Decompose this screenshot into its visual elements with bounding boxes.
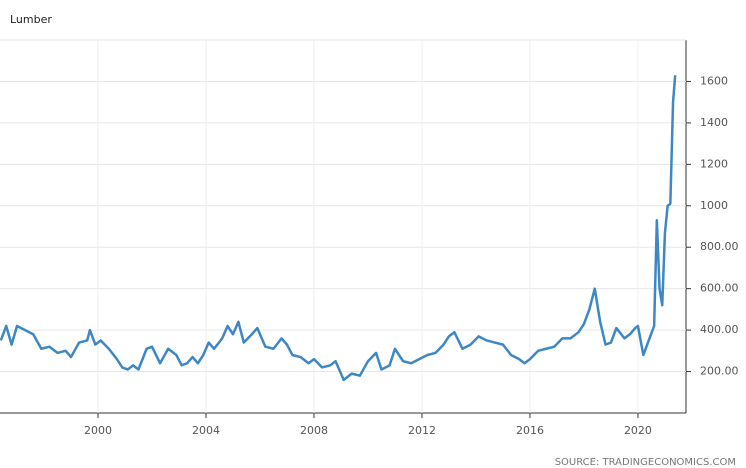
y-tick-label: 800.00 (700, 240, 739, 253)
x-tick-label: 2016 (516, 424, 544, 437)
x-tick-label: 2000 (84, 424, 112, 437)
x-tick-label: 2012 (408, 424, 436, 437)
x-tick-label: 2020 (624, 424, 652, 437)
chart-title: Lumber (10, 13, 52, 26)
y-tick-label: 1400 (700, 116, 728, 129)
y-tick-label: 400.00 (700, 323, 739, 336)
x-tick-label: 2004 (192, 424, 220, 437)
y-tick-label: 1000 (700, 199, 728, 212)
y-tick-label: 1600 (700, 74, 728, 87)
y-tick-label: 1200 (700, 157, 728, 170)
x-tick-label: 2008 (300, 424, 328, 437)
line (0, 75, 677, 382)
y-tick-label: 600.00 (700, 282, 739, 295)
source: SOURCE: TRADINGECONOMICS.COM (555, 457, 736, 468)
y-tick-label: 200.00 (700, 365, 739, 378)
